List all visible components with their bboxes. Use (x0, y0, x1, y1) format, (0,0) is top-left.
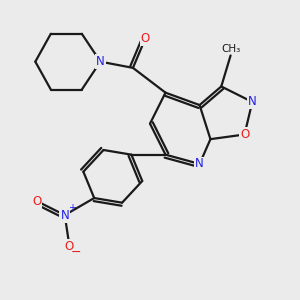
Text: O: O (141, 32, 150, 45)
Text: O: O (65, 240, 74, 253)
Text: CH₃: CH₃ (221, 44, 240, 54)
Text: +: + (68, 203, 76, 213)
Text: O: O (32, 195, 41, 208)
Text: N: N (195, 158, 204, 170)
Text: O: O (240, 128, 249, 141)
Text: −: − (71, 246, 82, 259)
Text: N: N (248, 95, 257, 109)
Text: N: N (60, 208, 69, 222)
Text: N: N (96, 55, 105, 68)
